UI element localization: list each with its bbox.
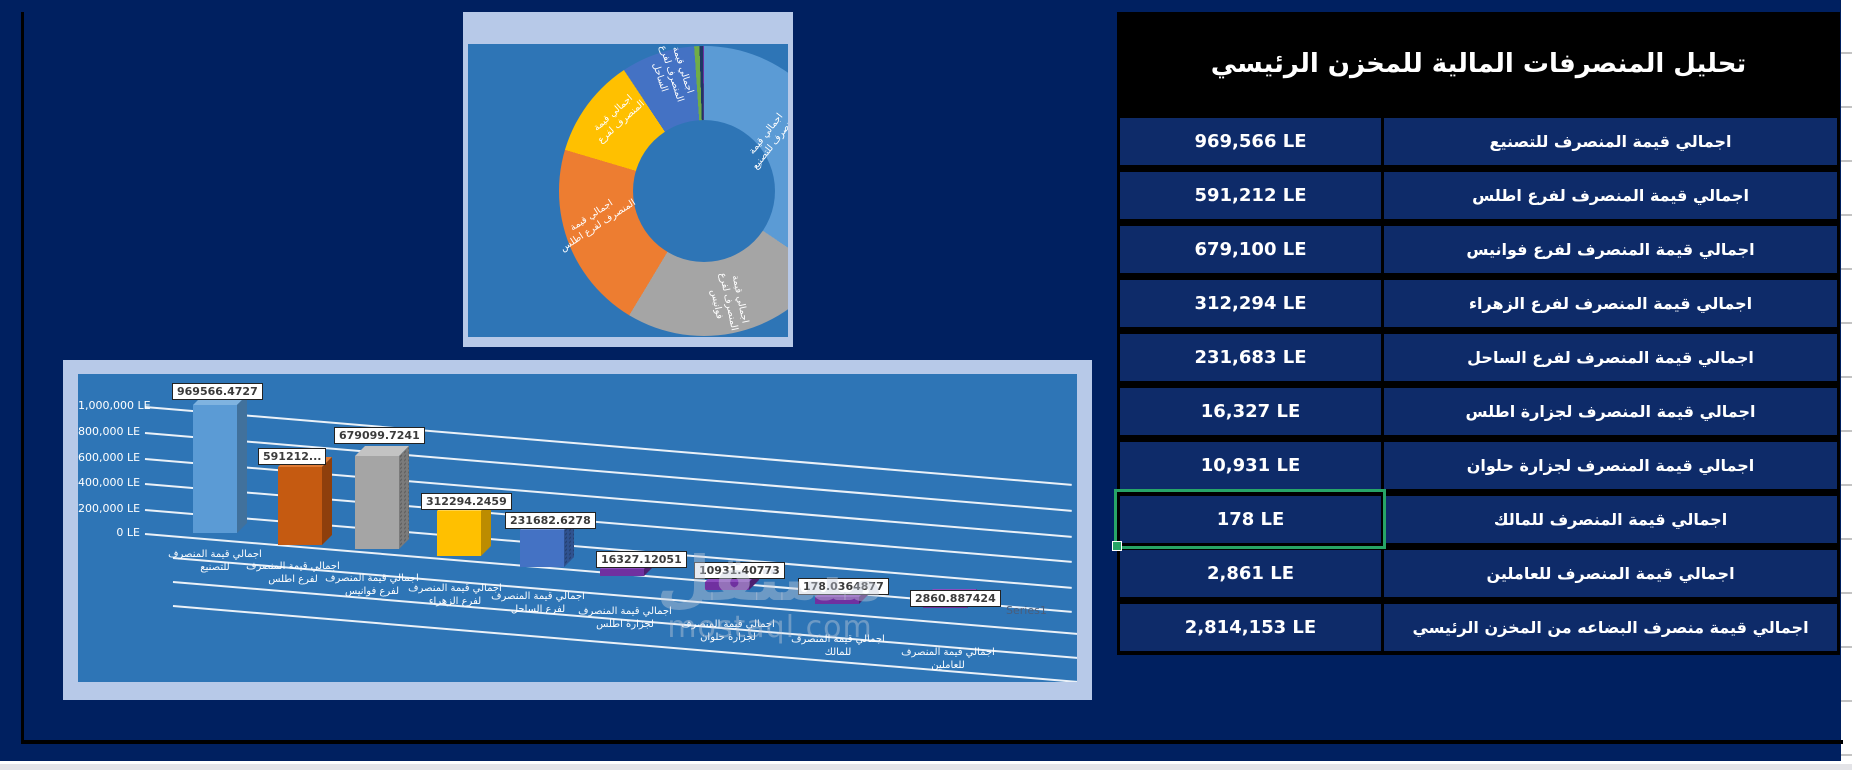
value-cell-branch-fawanis[interactable]: 679,100 LE [1120, 226, 1384, 273]
table-row: 10,931 LE اجمالي قيمة المنصرف لجزارة حلو… [1120, 442, 1837, 489]
cat-line: لفرع الساحل [510, 604, 566, 615]
cat-line: لفرع اطلس [268, 574, 318, 585]
cat-line: اجمالي قيمة المنصرف [681, 619, 775, 630]
y-tick: 200,000 LE [78, 502, 141, 515]
table-row: 2,814,153 LE اجمالي قيمة منصرف البضاعه م… [1120, 604, 1837, 651]
data-label: 178.0364877 [798, 578, 889, 595]
cat-line: اجمالي قيمة المنصرف [325, 573, 419, 584]
y-tick: 0 LE [116, 526, 140, 539]
left-border-line [21, 12, 24, 743]
cat-line: اجمالي قيمة المنصرف [578, 606, 672, 617]
fill-handle[interactable] [1112, 541, 1122, 551]
category-label: اجمالي قيمة المنصرف لجزارة حلوان [668, 618, 788, 644]
bar-chart-object[interactable]: 0 LE 200,000 LE 400,000 LE 600,000 LE 80… [63, 360, 1092, 700]
table-row: 178 LE اجمالي قيمة المنصرف للمالك [1120, 496, 1837, 543]
table-row: 16,327 LE اجمالي قيمة المنصرف لجزارة اطل… [1120, 388, 1837, 435]
bottom-white-strip [0, 761, 1852, 764]
doughnut-plot-area: اجمالي قيمة المنصرف للتصنيع اجمالي قيمة … [468, 44, 788, 337]
data-label: 16327.12051 [596, 551, 687, 568]
label-cell-workers[interactable]: اجمالي قيمة المنصرف للعاملين [1486, 564, 1735, 583]
value-cell-owner[interactable]: 178 LE [1120, 496, 1384, 543]
label-cell-branch-fawanis[interactable]: اجمالي قيمة المنصرف لفرع فوانيس [1466, 240, 1755, 259]
series-legend-label[interactable]: Series1 [1006, 604, 1047, 617]
cat-line: اجمالي قيمة المنصرف [491, 591, 585, 602]
table-row: 312,294 LE اجمالي قيمة المنصرف لفرع الزه… [1120, 280, 1837, 327]
cat-line: لجزارة حلوان [700, 632, 756, 643]
y-tick: 800,000 LE [78, 425, 141, 438]
cat-line: اجمالي قيمة المنصرف [246, 561, 340, 572]
table-title[interactable]: تحليل المنصرفات المالية للمخزن الرئيسي [1120, 15, 1837, 112]
cat-line: لفرع فوانيس [344, 586, 400, 597]
label-cell-branch-sahel[interactable]: اجمالي قيمة المنصرف لفرع الساحل [1467, 348, 1754, 367]
bottom-gray-strip [0, 764, 1852, 770]
value-cell-total[interactable]: 2,814,153 LE [1120, 604, 1384, 651]
cat-line: لجزارة اطلس [596, 619, 654, 630]
data-label: 2860.887424 [910, 590, 1001, 607]
value-cell-branch-sahel[interactable]: 231,683 LE [1120, 334, 1384, 381]
label-cell-branch-atlas[interactable]: اجمالي قيمة المنصرف لفرع اطلس [1472, 186, 1749, 205]
category-label: اجمالي قيمة المنصرف للعاملين [888, 646, 1008, 672]
active-cell-selection[interactable] [1112, 489, 1386, 551]
y-tick: 400,000 LE [78, 476, 141, 489]
doughnut-chart-object[interactable]: اجمالي قيمة المنصرف للتصنيع اجمالي قيمة … [463, 12, 793, 347]
label-cell-butchery-atlas[interactable]: اجمالي قيمة المنصرف لجزارة اطلس [1465, 402, 1756, 421]
category-label: اجمالي قيمة المنصرف للمالك [778, 633, 898, 659]
category-label: اجمالي قيمة المنصرف لجزارة اطلس [565, 605, 685, 631]
cat-line: اجمالي قيمة المنصرف [168, 549, 262, 560]
label-cell-owner[interactable]: اجمالي قيمة المنصرف للمالك [1493, 510, 1728, 529]
table-row: 591,212 LE اجمالي قيمة المنصرف لفرع اطلس [1120, 172, 1837, 219]
label-cell-total[interactable]: اجمالي قيمة منصرف البضاعه من المخزن الرئ… [1412, 618, 1809, 637]
table-row: 2,861 LE اجمالي قيمة المنصرف للعاملين [1120, 550, 1837, 597]
label-cell-branch-zahraa[interactable]: اجمالي قيمة المنصرف لفرع الزهراء [1468, 294, 1753, 313]
y-tick: 1,000,000 LE [78, 399, 151, 412]
value-cell-butchery-atlas[interactable]: 16,327 LE [1120, 388, 1384, 435]
label-cell-butchery-helwan[interactable]: اجمالي قيمة المنصرف لجزارة حلوان [1466, 456, 1755, 475]
value-cell-branch-atlas[interactable]: 591,212 LE [1120, 172, 1384, 219]
table-row: 969,566 LE اجمالي قيمة المنصرف للتصنيع [1120, 118, 1837, 165]
data-label: 679099.7241 [334, 427, 425, 444]
cat-line: للمالك [824, 647, 852, 658]
category-label: اجمالي قيمة المنصرف للتصنيع [155, 548, 275, 574]
cat-line: اجمالي قيمة المنصرف [901, 647, 995, 658]
category-label: اجمالي قيمة المنصرف لفرع الساحل [478, 590, 598, 616]
cat-line: اجمالي قيمة المنصرف [408, 583, 502, 594]
category-label: اجمالي قيمة المنصرف لفرع الزهراء [395, 582, 515, 608]
value-cell-butchery-helwan[interactable]: 10,931 LE [1120, 442, 1384, 489]
y-tick: 600,000 LE [78, 451, 141, 464]
table-row: 679,100 LE اجمالي قيمة المنصرف لفرع فوان… [1120, 226, 1837, 273]
value-cell-workers[interactable]: 2,861 LE [1120, 550, 1384, 597]
value-cell-branch-zahraa[interactable]: 312,294 LE [1120, 280, 1384, 327]
data-label: 969566.4727 [172, 383, 263, 400]
data-label: 312294.2459 [421, 493, 512, 510]
cat-line: اجمالي قيمة المنصرف [791, 634, 885, 645]
data-label: 591212... [258, 448, 327, 465]
doughnut-hole [633, 120, 775, 262]
data-label: 231682.6278 [505, 512, 596, 529]
category-label: اجمالي قيمة المنصرف لفرع فوانيس [312, 572, 432, 598]
category-label: اجمالي قيمة المنصرف لفرع اطلس [233, 560, 353, 586]
summary-table: تحليل المنصرفات المالية للمخزن الرئيسي 9… [1117, 12, 1840, 655]
sheet-gridline-gutter[interactable] [1841, 0, 1852, 762]
table-row: 231,683 LE اجمالي قيمة المنصرف لفرع السا… [1120, 334, 1837, 381]
cat-line: للتصنيع [200, 562, 230, 573]
bottom-border-line [21, 740, 1843, 744]
cat-line: للعاملين [931, 660, 965, 671]
value-cell-manufacturing[interactable]: 969,566 LE [1120, 118, 1384, 165]
bar-plot-area: 0 LE 200,000 LE 400,000 LE 600,000 LE 80… [78, 374, 1077, 682]
label-cell-manufacturing[interactable]: اجمالي قيمة المنصرف للتصنيع [1489, 132, 1732, 151]
cat-line: لفرع الزهراء [428, 596, 482, 607]
data-label: 10931.40773 [694, 562, 785, 579]
